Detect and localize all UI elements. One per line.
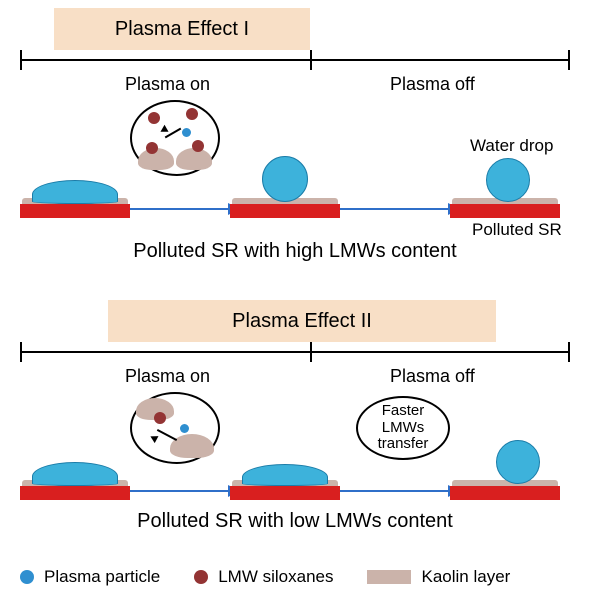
lmw-dot-1a [148, 112, 160, 124]
drop-1c [486, 158, 530, 202]
legend-kaolin-swatch [367, 570, 411, 584]
kaolin-2c [452, 480, 558, 486]
zoom-circle-1 [130, 100, 220, 176]
phase-on-label-2: Plasma on [125, 366, 210, 387]
zoom-circle-2 [130, 392, 220, 464]
water-drop-label: Water drop [470, 136, 553, 156]
legend-lmw-label: LMW siloxanes [218, 567, 333, 587]
title-2-text: Plasma Effect II [232, 310, 372, 333]
bracket-1 [20, 50, 570, 72]
lmw-dot-2 [154, 412, 166, 424]
drop-2a [32, 462, 118, 486]
title-band-1: Plasma Effect I [54, 8, 310, 50]
caption-2: Polluted SR with low LMWs content [20, 510, 570, 533]
legend-plasma-label: Plasma particle [44, 567, 160, 587]
caption-1: Polluted SR with high LMWs content [20, 240, 570, 263]
zoom-arrow-head-2 [149, 433, 159, 443]
plasma-dot-1 [182, 128, 191, 137]
sr-bar-1b [230, 204, 340, 218]
legend-plasma-swatch [20, 570, 34, 584]
phase-on-label-1: Plasma on [125, 74, 210, 95]
faster-transfer-oval: Faster LMWs transfer [356, 396, 450, 460]
title-1-text: Plasma Effect I [115, 18, 249, 41]
legend-kaolin-label: Kaolin layer [421, 567, 510, 587]
lmw-dot-1c [146, 142, 158, 154]
bracket-tick-2-right [568, 342, 570, 362]
panel-plasma-effect-1: Plasma Effect I Plasma on Plasma off Wat… [20, 8, 570, 268]
bracket-tick-2-left [20, 342, 22, 362]
sr-bar-2a [20, 486, 130, 500]
phase-off-label-2: Plasma off [390, 366, 475, 387]
phase-off-label-1: Plasma off [390, 74, 475, 95]
polluted-sr-label-1: Polluted SR [472, 220, 562, 240]
plasma-dot-2 [180, 424, 189, 433]
sr-bar-2c [450, 486, 560, 500]
sr-bar-2b [230, 486, 340, 500]
zoom-arrow-2 [157, 429, 177, 441]
title-band-2: Plasma Effect II [108, 300, 496, 342]
sr-bar-1a [20, 204, 130, 218]
drop-2c [496, 440, 540, 484]
kaolin-blob-2b [170, 434, 214, 458]
kaolin-blob-1b [176, 148, 212, 170]
bracket-tick-1-right [568, 50, 570, 70]
bracket-tick-2-mid [310, 342, 312, 362]
bracket-line-2 [20, 351, 570, 353]
bracket-tick-1-mid [310, 50, 312, 70]
drop-1b [262, 156, 308, 202]
drop-2b [242, 464, 328, 486]
faster-transfer-text: Faster LMWs transfer [378, 403, 429, 453]
panel-plasma-effect-2: Plasma Effect II Plasma on Plasma off Fa… [20, 300, 570, 550]
lmw-dot-1d [192, 140, 204, 152]
bracket-tick-1-left [20, 50, 22, 70]
legend: Plasma particle LMW siloxanes Kaolin lay… [20, 567, 569, 587]
legend-lmw-swatch [194, 570, 208, 584]
bracket-2 [20, 342, 570, 364]
drop-1a [32, 180, 118, 204]
sr-bar-1c [450, 204, 560, 218]
bracket-line-1 [20, 59, 570, 61]
lmw-dot-1b [186, 108, 198, 120]
zoom-arrow-head-1 [158, 125, 168, 135]
